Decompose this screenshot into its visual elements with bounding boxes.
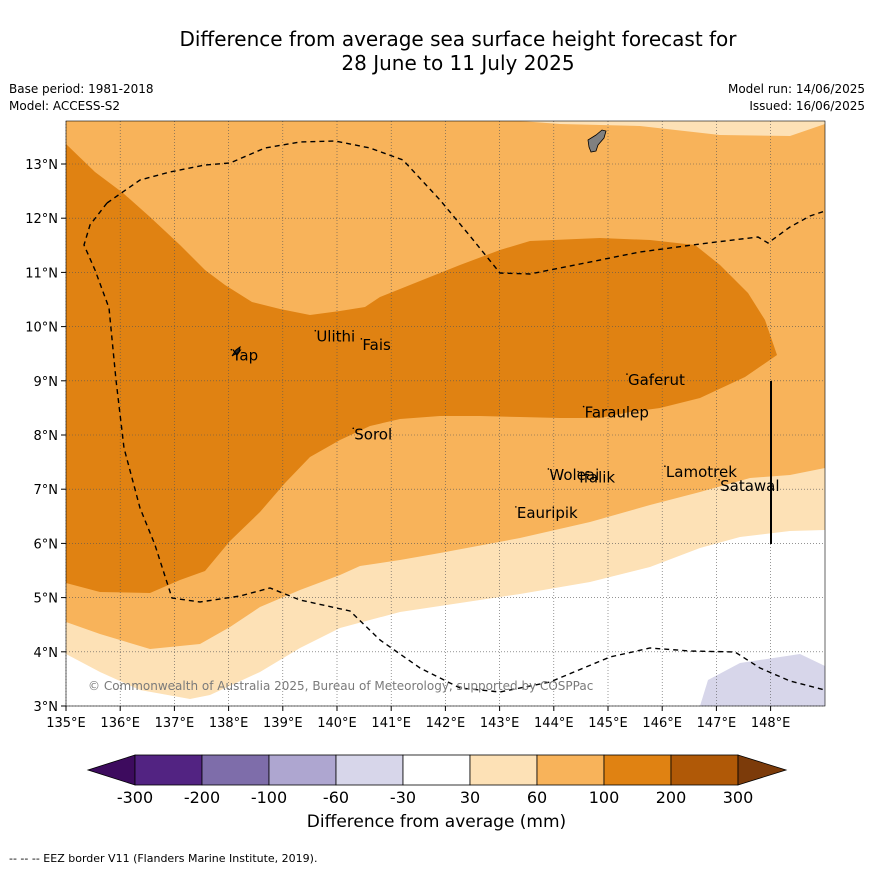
place-marker xyxy=(360,338,363,340)
colorbar-tick-label: 30 xyxy=(460,788,480,807)
place-marker xyxy=(314,329,317,332)
tick-label-lon: 140°E xyxy=(317,716,357,731)
colorbar-segment xyxy=(268,754,337,786)
colorbar-tick-label: -60 xyxy=(323,788,349,807)
place-marker xyxy=(547,468,550,470)
colorbar-segment xyxy=(536,754,605,786)
tick-label-lon: 143°E xyxy=(480,716,520,731)
colorbar-segment xyxy=(201,754,270,786)
place-marker xyxy=(718,478,720,481)
place-marker xyxy=(582,405,585,408)
tick-label-lat: 8°N xyxy=(34,429,59,444)
colorbar-segment xyxy=(335,754,404,786)
legend-title: Difference from average (mm) xyxy=(306,812,567,832)
colorbar-segment xyxy=(402,754,471,786)
place-label: Lamotrek xyxy=(666,463,737,481)
place-marker xyxy=(352,427,355,430)
place-marker xyxy=(664,465,666,468)
place-labels: Yap Ulithi Fais Gaferut Faraulep Sorol Lamotre… xyxy=(230,328,780,522)
tick-label-lat: 7°N xyxy=(34,483,59,498)
contour-negative xyxy=(700,654,825,706)
tick-label-lon: 138°E xyxy=(209,716,249,731)
title-line-1: Difference from average sea surface heig… xyxy=(179,27,737,51)
colorbar-min-arrow xyxy=(86,754,136,786)
colorbar-tick-label: -200 xyxy=(184,788,220,807)
place-marker xyxy=(230,348,233,351)
place-marker xyxy=(515,506,517,508)
tick-label-lon: 141°E xyxy=(371,716,411,731)
place-label: Yap xyxy=(231,347,258,365)
axis-ticks: 135°E 136°E 137°E 138°E 139°E 140°E 141°E 142°E… xyxy=(25,158,790,731)
tick-label-lat: 4°N xyxy=(34,646,59,661)
issued-date: Issued: 16/06/2025 xyxy=(749,99,865,113)
colorbar-tick-label: 100 xyxy=(589,788,620,807)
place-marker xyxy=(626,373,628,375)
colorbar-tick-label: 200 xyxy=(656,788,687,807)
tick-label-lon: 146°E xyxy=(642,716,682,731)
place-label: Sorol xyxy=(354,425,392,443)
tick-label-lat: 9°N xyxy=(34,375,59,390)
tick-label-lat: 6°N xyxy=(34,537,59,552)
chart-title: Difference from average sea surface heig… xyxy=(0,27,873,75)
place-label: Satawal xyxy=(720,477,779,495)
tick-label-lat: 12°N xyxy=(25,212,58,227)
colorbar-tick-label: -30 xyxy=(390,788,416,807)
tick-label-lon: 148°E xyxy=(751,716,791,731)
colorbar-max-arrow xyxy=(737,754,788,786)
place-marker xyxy=(577,470,579,473)
place-label: Faraulep xyxy=(585,404,649,422)
model-name: Model: ACCESS-S2 xyxy=(9,99,121,113)
colorbar-segment xyxy=(134,754,203,786)
colorbar-segment xyxy=(469,754,538,786)
eez-border-west xyxy=(83,202,826,693)
colorbar-tick-label: 60 xyxy=(527,788,547,807)
tick-label-lat: 5°N xyxy=(34,592,59,607)
meta-right: Model run: 14/06/2025 Issued: 16/06/2025 xyxy=(728,81,865,115)
tick-label-lon: 139°E xyxy=(263,716,303,731)
meta-left: Base period: 1981-2018 Model: ACCESS-S2 xyxy=(9,81,154,115)
colorbar-tick-label: 300 xyxy=(723,788,754,807)
colorbar-segment xyxy=(603,754,672,786)
yap-island xyxy=(231,345,241,357)
tick-label-lon: 147°E xyxy=(697,716,737,731)
tick-label-lon: 135°E xyxy=(46,716,86,731)
tick-label-lat: 3°N xyxy=(34,700,59,715)
eez-border xyxy=(106,140,826,275)
colorbar-segment xyxy=(670,754,739,786)
tick-label-lat: 13°N xyxy=(25,158,58,173)
place-label: Woleai xyxy=(549,466,599,484)
guam-island xyxy=(587,129,607,153)
place-label: Fais xyxy=(362,336,391,354)
tick-label-lat: 10°N xyxy=(25,321,58,336)
copyright-text: © Commonwealth of Australia 2025, Bureau… xyxy=(88,679,593,693)
colorbar: -300 -200 -100 -60 -30 30 60 100 200 300 xyxy=(86,754,788,807)
place-label: Eauripik xyxy=(517,504,578,522)
tick-label-lon: 137°E xyxy=(155,716,195,731)
eez-footnote: -- -- -- EEZ border V11 (Flanders Marine… xyxy=(9,852,318,865)
base-period: Base period: 1981-2018 xyxy=(9,82,154,96)
tick-label-lon: 145°E xyxy=(588,716,628,731)
colorbar-tick-label: -300 xyxy=(117,788,153,807)
place-label: Gaferut xyxy=(628,371,685,389)
tick-label-lon: 136°E xyxy=(100,716,140,731)
title-line-2: 28 June to 11 July 2025 xyxy=(341,51,575,75)
colorbar-tick-label: -100 xyxy=(251,788,287,807)
model-run: Model run: 14/06/2025 xyxy=(727,82,865,96)
contour-100-200 xyxy=(66,144,777,593)
tick-label-lon: 144°E xyxy=(534,716,574,731)
place-label: Ulithi xyxy=(316,328,355,346)
tick-label-lon: 142°E xyxy=(426,716,466,731)
place-label: Ifalik xyxy=(579,469,615,487)
tick-label-lat: 11°N xyxy=(25,266,58,281)
